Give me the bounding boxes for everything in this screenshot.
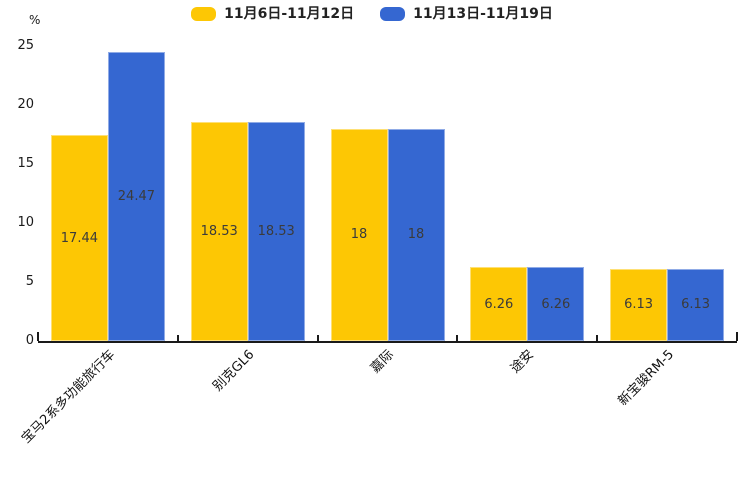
y-tick-label: 10	[17, 215, 34, 230]
bar-week2-5: 6.13	[667, 268, 725, 341]
bar-week1-2: 18.53	[190, 122, 248, 341]
bar-value-label: 18.53	[257, 224, 295, 240]
x-category-label: 途安	[508, 347, 538, 377]
bar-value-label: 6.26	[484, 296, 514, 312]
x-category-label: 新宝骏RM-5	[615, 347, 678, 409]
legend-label-week2: 11月13日-11月19日	[413, 6, 553, 22]
x-axis-tick	[176, 335, 179, 341]
bar-value-label: 17.44	[60, 230, 98, 246]
legend-label-week1: 11月6日-11月12日	[224, 6, 355, 22]
x-axis-end-tick	[37, 332, 39, 341]
bar-week1-4: 6.26	[470, 267, 528, 341]
bar-value-label: 18.53	[200, 224, 238, 240]
bar-week2-3: 18	[387, 128, 445, 341]
bar-value-label: 6.13	[624, 297, 654, 313]
y-axis-unit-label: %	[29, 13, 41, 27]
bar-week2-1: 24.47	[107, 52, 165, 341]
bar-week2-4: 6.26	[527, 267, 585, 341]
bar-value-label: 24.47	[117, 189, 155, 205]
x-category-label: 宝马2系多功能旅行车	[18, 347, 118, 447]
legend-item-week2: 11月13日-11月19日	[380, 7, 553, 21]
bar-value-label: 18	[350, 227, 368, 243]
x-category-label: 别克GL6	[210, 347, 258, 395]
y-tick-label: 20	[17, 97, 34, 112]
bar-week1-1: 17.44	[50, 135, 108, 341]
bar-week1-3: 18	[330, 128, 388, 341]
bar-value-label: 6.13	[681, 297, 711, 313]
x-axis-tick	[596, 335, 599, 341]
y-tick-label: 5	[25, 274, 34, 289]
y-tick-label: 0	[25, 333, 34, 348]
y-tick-label: 25	[17, 38, 34, 53]
legend-item-week1: 11月6日-11月12日	[191, 7, 354, 21]
bar-value-label: 6.26	[541, 296, 571, 312]
x-axis-tick	[316, 335, 319, 341]
x-axis-tick	[456, 335, 459, 341]
y-tick-label: 15	[17, 156, 34, 171]
x-axis-end-tick	[736, 332, 738, 341]
bar-week1-5: 6.13	[610, 268, 668, 341]
x-category-label: 嘉际	[368, 347, 398, 377]
bar-week2-2: 18.53	[247, 122, 305, 341]
legend-swatch-week2	[380, 7, 406, 21]
chart-legend: 11月6日-11月12日 11月13日-11月19日	[0, 7, 744, 21]
legend-swatch-week1	[191, 7, 217, 21]
bar-value-label: 18	[407, 227, 425, 243]
x-axis-line	[38, 341, 737, 343]
